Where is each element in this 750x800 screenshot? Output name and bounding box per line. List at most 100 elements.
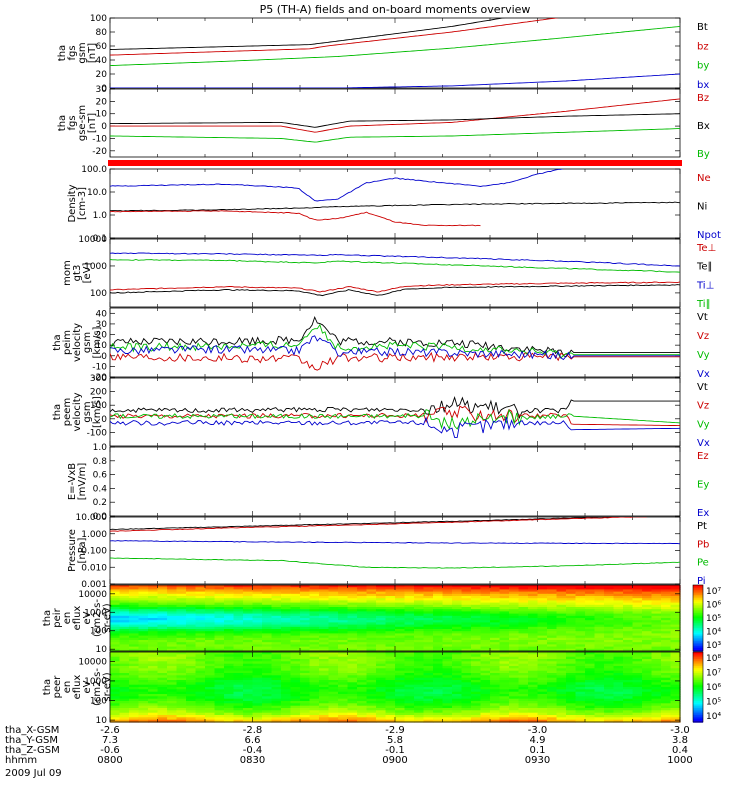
y-axis-label: sr-eV) bbox=[102, 603, 113, 632]
spectrogram-cell bbox=[195, 611, 206, 615]
spectrogram-cell bbox=[575, 680, 586, 683]
y-tick-label: -20 bbox=[92, 147, 107, 157]
spectrogram-cell bbox=[376, 703, 387, 707]
spectrogram-cell bbox=[651, 689, 662, 693]
spectrogram-cell bbox=[613, 613, 624, 617]
spectrogram-cell bbox=[347, 633, 358, 637]
spectrogram-cell bbox=[594, 598, 605, 601]
spectrogram-cell bbox=[214, 661, 225, 665]
spectrogram-cell bbox=[167, 668, 178, 672]
spectrogram-cell bbox=[319, 684, 330, 688]
spectrogram-cell bbox=[281, 635, 292, 639]
spectrogram-cell bbox=[300, 646, 311, 650]
spectrogram-cell bbox=[594, 659, 605, 662]
spectrogram-cell bbox=[433, 626, 444, 630]
spectrogram-cell bbox=[518, 675, 529, 679]
spectrogram-cell bbox=[205, 654, 216, 658]
spectrogram-cell bbox=[594, 677, 605, 681]
spectrogram-cell bbox=[661, 613, 672, 617]
spectrogram-cell bbox=[138, 689, 149, 693]
spectrogram-cell bbox=[518, 637, 529, 641]
spectrogram-cell bbox=[119, 637, 130, 641]
spectrogram-cell bbox=[471, 701, 482, 704]
spectrogram-cell bbox=[243, 668, 254, 672]
spectrogram-cell bbox=[376, 656, 387, 660]
spectrogram-cell bbox=[281, 682, 292, 686]
spectrogram-cell bbox=[585, 687, 596, 690]
spectrogram-cell bbox=[623, 689, 634, 693]
spectrogram-cell bbox=[661, 703, 672, 707]
spectrogram-cell bbox=[585, 624, 596, 628]
spectrogram-cell bbox=[262, 689, 273, 693]
colorbar-tick-label: 10⁴ bbox=[706, 712, 721, 722]
spectrogram-cell bbox=[642, 633, 653, 637]
spectrogram-cell bbox=[110, 689, 121, 693]
spectrogram-cell bbox=[319, 587, 330, 590]
spectrogram-cell bbox=[290, 654, 301, 658]
spectrogram-cell bbox=[224, 589, 235, 593]
spectrogram-cell bbox=[347, 596, 358, 599]
spectrogram-cell bbox=[290, 596, 301, 599]
spectrogram-cell bbox=[528, 602, 539, 606]
spectrogram-cell bbox=[167, 618, 178, 621]
spectrogram-cell bbox=[537, 640, 548, 643]
spectrogram-cell bbox=[186, 637, 197, 641]
x-axis-row-value: 3.8 bbox=[672, 735, 688, 746]
spectrogram-cell bbox=[243, 637, 254, 641]
spectrogram-cell bbox=[632, 622, 643, 626]
spectrogram-cell bbox=[490, 715, 501, 718]
spectrogram-cell bbox=[186, 656, 197, 660]
spectrogram-cell bbox=[233, 626, 244, 630]
spectrogram-cell bbox=[623, 705, 634, 709]
spectrogram-cell bbox=[604, 656, 615, 660]
spectrogram-cell bbox=[110, 682, 121, 686]
spectrogram-cell bbox=[604, 677, 615, 681]
spectrogram-cell bbox=[613, 637, 624, 641]
spectrogram-cell bbox=[651, 715, 662, 718]
spectrogram-cell bbox=[195, 642, 206, 645]
spectrogram-cell bbox=[129, 600, 140, 604]
spectrogram-cell bbox=[632, 644, 643, 648]
spectrogram-cell bbox=[243, 666, 254, 669]
spectrogram-cell bbox=[214, 684, 225, 688]
spectrogram-cell bbox=[138, 701, 149, 704]
spectrogram-cell bbox=[547, 670, 558, 674]
spectrogram-cell bbox=[300, 629, 311, 632]
spectrogram-cell bbox=[499, 715, 510, 718]
spectrogram-cell bbox=[623, 631, 634, 634]
spectrogram-cell bbox=[518, 694, 529, 697]
spectrogram-cell bbox=[347, 689, 358, 693]
spectrogram-cell bbox=[594, 682, 605, 686]
spectrogram-cell bbox=[604, 684, 615, 688]
spectrogram-cell bbox=[300, 637, 311, 641]
spectrogram-cell bbox=[195, 684, 206, 688]
spectrogram-cell bbox=[537, 635, 548, 639]
spectrogram-cell bbox=[642, 629, 653, 632]
spectrogram-cell bbox=[509, 703, 520, 707]
spectrogram-cell bbox=[195, 682, 206, 686]
spectrogram-cell bbox=[338, 694, 349, 697]
spectrogram-cell bbox=[176, 646, 187, 650]
spectrogram-cell bbox=[509, 689, 520, 693]
spectrogram-cell bbox=[290, 687, 301, 690]
y-tick-label: 10000 bbox=[78, 235, 107, 245]
spectrogram-cell bbox=[651, 719, 662, 723]
spectrogram-cell bbox=[205, 596, 216, 599]
spectrogram-cell bbox=[157, 673, 168, 676]
spectrogram-cell bbox=[300, 656, 311, 660]
spectrogram-cell bbox=[347, 708, 358, 711]
spectrogram-cell bbox=[642, 637, 653, 641]
spectrogram-cell bbox=[499, 613, 510, 617]
spectrogram-cell bbox=[186, 712, 197, 716]
spectrogram-cell bbox=[414, 659, 425, 662]
spectrogram-cell bbox=[585, 705, 596, 709]
legend-label: Ti∥ bbox=[696, 299, 711, 310]
spectrogram-cell bbox=[604, 670, 615, 674]
spectrogram-cell bbox=[528, 615, 539, 619]
spectrogram-cell bbox=[290, 585, 301, 588]
spectrogram-cell bbox=[376, 661, 387, 665]
spectrogram-cell bbox=[366, 620, 377, 623]
spectrogram-cell bbox=[433, 663, 444, 667]
spectrogram-cell bbox=[176, 644, 187, 648]
